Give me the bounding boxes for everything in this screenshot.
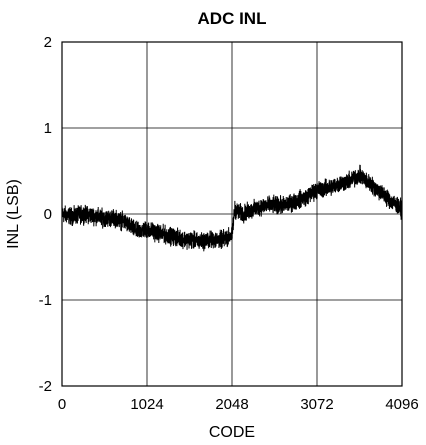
y-tick-label: -2 <box>39 378 52 395</box>
x-tick-labels: 0 1024 2048 3072 4096 <box>58 396 419 413</box>
y-tick-label: 2 <box>44 34 52 51</box>
y-tick-label: 0 <box>44 206 52 223</box>
x-tick-label: 2048 <box>215 396 248 413</box>
x-tick-label: 1024 <box>130 396 163 413</box>
x-tick-label: 0 <box>58 396 66 413</box>
x-axis-label: CODE <box>209 424 255 441</box>
chart-title: ADC INL <box>198 9 267 28</box>
inl-trace <box>61 164 403 252</box>
inl-series <box>61 164 403 252</box>
y-tick-label: -1 <box>39 292 52 309</box>
x-tick-label: 3072 <box>300 396 333 413</box>
plot-frame <box>61 41 403 387</box>
y-axis-label: INL (LSB) <box>5 179 22 249</box>
y-tick-label: 1 <box>44 120 52 137</box>
x-tick-label: 4096 <box>385 396 418 413</box>
y-tick-labels: -2 -1 0 1 2 <box>39 34 52 395</box>
